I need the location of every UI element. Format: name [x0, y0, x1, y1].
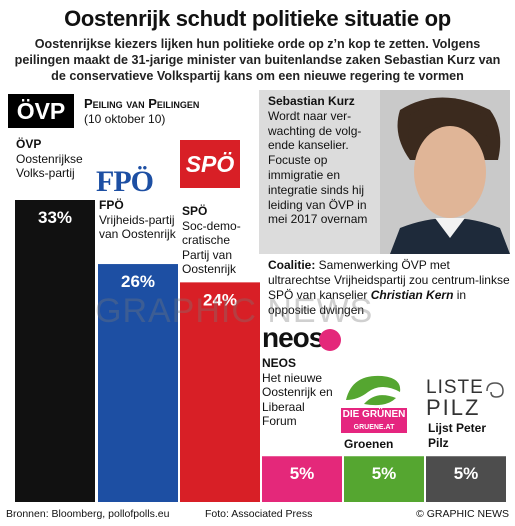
coalition-person: Christian Kern: [370, 288, 454, 302]
pilz-name: Lijst Peter Pilz: [428, 421, 487, 450]
pilz-logo-bottom: PILZ: [426, 395, 481, 420]
bar-1: [15, 200, 95, 502]
footer-photo: Foto: Associated Press: [205, 508, 313, 520]
poll-header-date: (10 oktober 10): [84, 112, 166, 126]
fpo-logo-text: FPÖ: [96, 165, 154, 198]
bar-label-1: 33%: [38, 208, 72, 227]
kurz-name: Sebastian Kurz: [268, 94, 355, 108]
pilz-label: Lijst Peter Pilz: [428, 421, 506, 450]
kurz-description: Wordt naar ver-wachting de volg-ende kan…: [268, 108, 368, 227]
bar-label-6: 5%: [454, 464, 479, 483]
footer-sources: Bronnen: Bloomberg, pollofpolls.eu: [6, 508, 170, 520]
neos-logo-text: neos: [262, 322, 324, 353]
coalition-label: Coalitie:: [268, 258, 316, 272]
ovp-logo-text: ÖVP: [16, 97, 66, 124]
bar-label-2: 26%: [121, 272, 155, 291]
spo-logo-text: SPÖ: [185, 150, 235, 177]
spo-logo: SPÖ: [180, 140, 240, 188]
kurz-text: Sebastian Kurz Wordt naar ver-wachting d…: [268, 94, 386, 227]
coalition-text-2: in oppositie dwingen: [268, 288, 467, 317]
gruene-label: Groenen: [344, 437, 414, 452]
poll-header: Peiling van Peilingen (10 oktober 10): [84, 96, 259, 127]
coalition-note: Coalitie: Samenwerking ÖVP met ultrarech…: [268, 258, 510, 318]
spo-abbr: SPÖ: [182, 204, 208, 218]
ovp-name: Oostenrijkse Volks-partij: [16, 151, 83, 181]
gruene-leaf-icon: [346, 375, 401, 406]
fpo-logo: FPÖ: [96, 165, 168, 198]
fpo-abbr: FPÖ: [99, 198, 124, 212]
fpo-name: Vrijheids-partij van Oostenrijk: [99, 212, 176, 242]
neos-abbr: NEOS: [262, 356, 297, 370]
footer-brand: © GRAPHIC NEWS: [416, 508, 509, 520]
ovp-abbr: ÖVP: [16, 137, 42, 151]
spo-name: Soc-demo-cratische Partij van Oostenrijk: [182, 218, 241, 277]
coalition-text-1: Samenwerking ÖVP met ultrarechtse Vrijhe…: [268, 258, 510, 302]
gruene-name: Groenen: [344, 437, 394, 451]
bar-label-5: 5%: [372, 464, 397, 483]
page-title: Oostenrijk schudt politieke situatie op: [64, 6, 451, 31]
pilz-logo: LISTE PILZ: [426, 377, 506, 420]
gruene-logo-sub: GRUENE.AT: [353, 424, 395, 431]
bar-4: [262, 456, 342, 502]
gruene-logo: DIE GRÜNEN GRUENE.AT: [341, 408, 407, 433]
fpo-label: FPÖ Vrijheids-partij van Oostenrijk: [99, 198, 179, 242]
page-subtitle: Oostenrijkse kiezers lijken hun politiek…: [14, 37, 501, 83]
bar-5: [344, 456, 424, 502]
kurz-photo: [380, 90, 510, 254]
ovp-label: ÖVP Oostenrijkse Volks-partij: [16, 137, 96, 181]
neos-label: NEOS Het nieuwe Oostenrijk en Liberaal F…: [262, 356, 340, 429]
ovp-logo: ÖVP: [8, 94, 74, 128]
pilz-logo-top: LISTE: [426, 377, 484, 398]
bar-6: [426, 456, 506, 502]
bar-label-4: 5%: [290, 464, 315, 483]
spo-label: SPÖ Soc-demo-cratische Partij van Oosten…: [182, 204, 260, 277]
neos-logo: neos: [262, 322, 324, 354]
gruene-logo-text: DIE GRÜNEN: [342, 409, 406, 420]
watermark: GRAPHIC NEWS: [95, 292, 374, 330]
pilz-swirl-icon: [486, 382, 504, 398]
neos-name: Het nieuwe Oostenrijk en Liberaal Forum: [262, 370, 333, 429]
neos-dot-icon: [319, 329, 341, 351]
poll-header-label: Peiling van Peilingen: [84, 96, 200, 111]
